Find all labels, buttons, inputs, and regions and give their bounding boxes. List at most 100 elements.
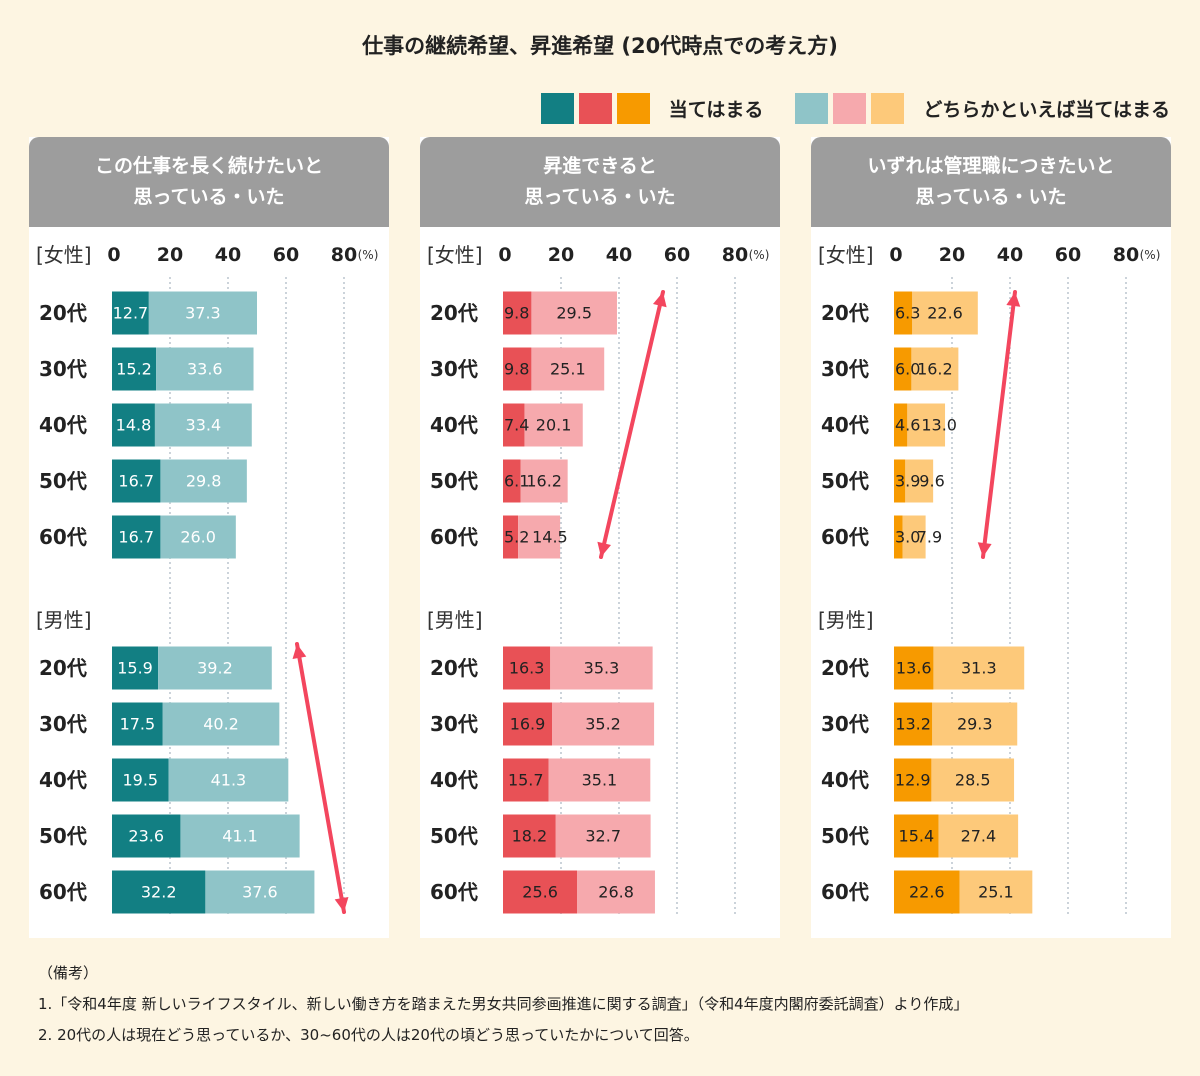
- bar-weak: [932, 702, 1018, 746]
- bar-strong: [503, 347, 532, 391]
- data-label-strong: 15.9: [117, 659, 153, 678]
- data-label-weak: 35.1: [582, 771, 618, 790]
- bar-weak: [168, 758, 289, 802]
- data-label-weak: 29.3: [957, 715, 993, 734]
- legend-label-weak: どちらかといえば当てはまる: [923, 98, 1170, 121]
- data-label-weak: 25.1: [978, 883, 1014, 902]
- panel-title: 昇進できると 思っている・いた: [420, 137, 780, 227]
- data-label-weak: 32.7: [585, 827, 621, 846]
- bar-strong: [112, 758, 169, 802]
- category-label: 50代: [39, 824, 87, 848]
- category-label: 50代: [430, 469, 478, 493]
- axis-tick-label: 40: [997, 244, 1023, 266]
- category-label: 30代: [430, 712, 478, 736]
- data-label-weak: 40.2: [203, 715, 239, 734]
- bar-weak: [959, 870, 1033, 914]
- data-label-weak: 13.0: [921, 416, 957, 435]
- category-label: 30代: [39, 357, 87, 381]
- panel-chart: [女性] 0 20 40 60 80 (%) [男性] 20代 9.8 29.5 30代 9.8 25.1…: [427, 243, 770, 917]
- bar-weak: [180, 814, 300, 858]
- data-label-weak: 26.0: [180, 528, 216, 547]
- data-label-strong: 6.3: [895, 304, 920, 323]
- bar-strong: [503, 515, 519, 559]
- data-label-weak: 39.2: [197, 659, 233, 678]
- trend-arrow-head-top: [652, 292, 667, 308]
- legend-swatch-teal-strong: [540, 92, 574, 124]
- data-label-strong: 15.7: [508, 771, 544, 790]
- notes: （備考） 1.「令和4年度 新しいライフスタイル、新しい働き方を踏まえた男女共同…: [38, 958, 968, 1051]
- panel-chart: [女性] 0 20 40 60 80 (%) [男性] 20代 12.7 37.3 30代 15.2 33…: [36, 243, 379, 917]
- axis-unit: (%): [749, 248, 770, 262]
- axis-tick-label: 60: [1055, 244, 1081, 266]
- group-label-female: [女性]: [36, 243, 92, 267]
- data-label-strong: 6.0: [895, 360, 920, 379]
- data-label-strong: 16.7: [118, 472, 154, 491]
- data-label-weak: 14.5: [532, 528, 568, 547]
- data-label-weak: 33.6: [187, 360, 223, 379]
- legend-swatch-teal-weak: [795, 92, 829, 124]
- axis-tick-label: 80: [1113, 244, 1139, 266]
- bar-weak: [162, 702, 280, 746]
- category-label: 20代: [430, 301, 478, 325]
- bar-weak: [905, 459, 934, 503]
- bar-strong: [503, 814, 556, 858]
- data-label-strong: 12.7: [113, 304, 149, 323]
- bar-strong: [112, 291, 149, 335]
- notes-line-2: 2. 20代の人は現在どう思っているか、30~60代の人は20代の頃どう思ってい…: [38, 1026, 699, 1044]
- bar-weak: [518, 515, 561, 559]
- category-label: 40代: [39, 413, 87, 437]
- data-label-weak: 26.8: [598, 883, 634, 902]
- bar-weak: [531, 347, 605, 391]
- data-label-weak: 35.3: [584, 659, 620, 678]
- category-label: 50代: [821, 824, 869, 848]
- axis-tick-label: 40: [606, 244, 632, 266]
- panel-continue-job: この仕事を長く続けたいと 思っている・いた [女性] 0 20 40 60 80 (%) [男…: [29, 137, 389, 938]
- panel-promotion: 昇進できると 思っている・いた [女性] 0 20 40 60 80 (%) [男性] 20代 9…: [420, 137, 780, 938]
- data-label-weak: 25.1: [550, 360, 586, 379]
- data-label-strong: 13.6: [896, 659, 932, 678]
- legend: 当てはまる どちらかといえば当てはまる: [540, 92, 1170, 124]
- data-label-strong: 32.2: [141, 883, 177, 902]
- data-label-strong: 15.2: [116, 360, 152, 379]
- category-label: 60代: [39, 525, 87, 549]
- category-label: 30代: [821, 712, 869, 736]
- axis-tick-label: 0: [498, 244, 511, 266]
- bar-weak: [555, 814, 651, 858]
- data-label-strong: 16.3: [509, 659, 545, 678]
- category-label: 60代: [821, 880, 869, 904]
- bar-strong: [112, 403, 155, 447]
- bar-weak: [912, 291, 978, 335]
- bar-weak: [524, 403, 583, 447]
- data-label-weak: 29.8: [186, 472, 222, 491]
- data-label-strong: 5.2: [504, 528, 529, 547]
- data-label-weak: 20.1: [536, 416, 572, 435]
- data-label-weak: 16.2: [526, 472, 562, 491]
- group-label-female: [女性]: [427, 243, 483, 267]
- axis-tick-label: 20: [157, 244, 183, 266]
- data-label-strong: 7.4: [504, 416, 529, 435]
- trend-arrow-head-bottom: [597, 541, 612, 557]
- axis-unit: (%): [358, 248, 379, 262]
- data-label-weak: 41.3: [211, 771, 247, 790]
- bar-strong: [503, 403, 525, 447]
- data-label-strong: 3.9: [895, 472, 920, 491]
- data-label-strong: 16.9: [510, 715, 546, 734]
- category-label: 50代: [430, 824, 478, 848]
- category-label: 20代: [430, 656, 478, 680]
- category-label: 50代: [821, 469, 869, 493]
- axis-tick-label: 20: [939, 244, 965, 266]
- category-label: 60代: [821, 525, 869, 549]
- category-label: 20代: [821, 301, 869, 325]
- category-label: 40代: [430, 768, 478, 792]
- bar-strong: [112, 814, 181, 858]
- data-label-weak: 16.2: [917, 360, 953, 379]
- legend-swatch-orange-strong: [616, 92, 650, 124]
- category-label: 40代: [821, 413, 869, 437]
- data-label-weak: 9.6: [919, 472, 944, 491]
- bar-weak: [552, 702, 655, 746]
- bar-weak: [156, 347, 254, 391]
- trend-arrow-head-top: [1006, 292, 1021, 307]
- bar-strong: [894, 347, 912, 391]
- trend-arrow: [292, 642, 349, 914]
- data-label-weak: 27.4: [961, 827, 997, 846]
